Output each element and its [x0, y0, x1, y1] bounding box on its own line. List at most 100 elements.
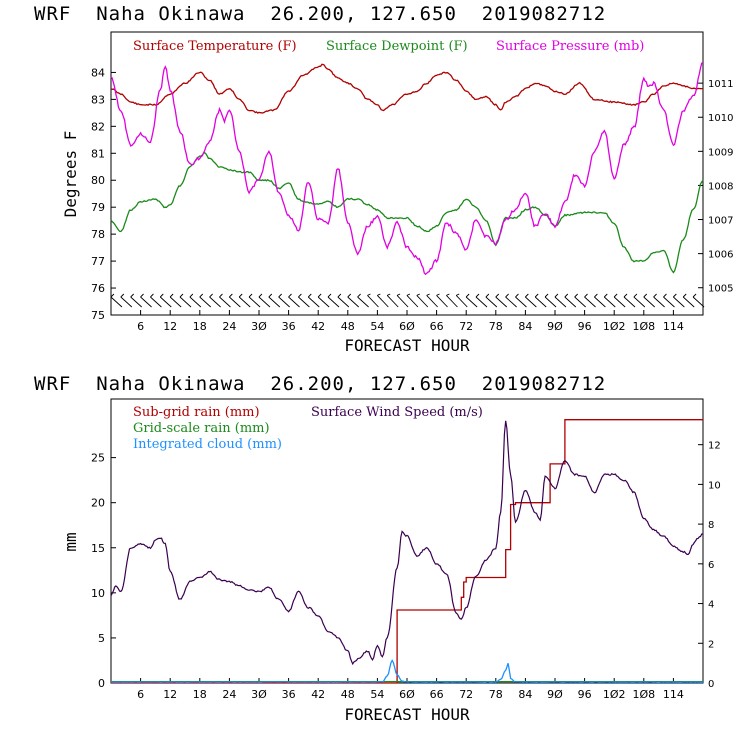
wind-barb: [238, 293, 251, 308]
wind-barb: [525, 293, 537, 308]
y2-tick-label: 1009: [708, 147, 733, 158]
y-tick-label: 20: [91, 497, 105, 510]
x-tick-label: 54: [370, 688, 384, 701]
y-tick-label: 15: [91, 542, 105, 555]
wind-barb: [663, 293, 675, 308]
wind-barb: [584, 293, 596, 308]
wind-barb: [673, 293, 685, 308]
x-tick-label: 1Ø2: [603, 688, 626, 701]
x-tick-label: 114: [663, 320, 684, 333]
y2-tick-label: 1011: [708, 79, 733, 90]
legend-integrated-cloud: Integrated cloud (mm): [133, 437, 282, 452]
x-tick-label: 48: [341, 688, 355, 701]
y2-tick-label: 6: [708, 560, 714, 571]
x-tick-label: 12: [163, 688, 177, 701]
x-tick-label: 114: [663, 688, 684, 701]
wind-barb: [446, 293, 458, 308]
legend-subgrid-rain: Sub-grid rain (mm): [133, 405, 260, 420]
wind-barb: [258, 293, 271, 308]
wind-barb: [288, 293, 300, 308]
x-tick-label: 54: [370, 320, 384, 333]
wind-barb: [367, 293, 379, 308]
temperature-chart: WRF Naha Okinawa 26.200, 127.650 2019082…: [34, 3, 733, 355]
wind-barb: [653, 293, 665, 308]
chart-title-bottom: WRF Naha Okinawa 26.200, 127.650 2019082…: [34, 373, 606, 395]
wind-barb: [564, 293, 577, 308]
y2-tick-label: 10: [708, 480, 721, 491]
y-tick-label: 79: [91, 201, 105, 214]
wind-barb: [140, 293, 152, 308]
dewpoint-series: [110, 151, 704, 274]
y2-tick-label: 12: [708, 441, 721, 452]
wind-barb: [209, 293, 221, 308]
wind-barb: [436, 293, 448, 308]
wind-barb: [465, 293, 478, 308]
x-tick-label: 9Ø: [547, 688, 563, 701]
x-tick-label: 9Ø: [547, 320, 563, 333]
wind-barb: [515, 293, 527, 308]
wind-barb: [120, 293, 133, 308]
x-tick-label: 3Ø: [251, 688, 267, 701]
wind-barb: [505, 293, 517, 308]
y2-tick-label: 1005: [708, 284, 733, 295]
y-axis-left-bottom: 0 5 10 15 20 25: [91, 452, 116, 690]
wind-barb: [613, 293, 626, 308]
wind-barb: [189, 293, 202, 308]
x-axis-label: FORECAST HOUR: [344, 336, 470, 355]
wind-barb: [386, 293, 399, 308]
x-tick-label: 96: [578, 320, 592, 333]
y-tick-label: 82: [91, 120, 105, 133]
x-tick-label: 84: [518, 688, 532, 701]
wind-barb: [347, 293, 360, 308]
x-tick-label: 1Ø2: [603, 320, 626, 333]
temperature-series: [110, 63, 703, 114]
y-tick-label: 75: [91, 309, 105, 322]
wind-barb: [594, 293, 606, 308]
x-tick-label: 6: [137, 320, 144, 333]
wind-barb: [377, 293, 389, 308]
wind-barb: [169, 293, 182, 308]
y-tick-label: 81: [91, 147, 105, 160]
x-tick-label: 36: [282, 320, 296, 333]
x-tick-label: 96: [578, 688, 592, 701]
legend-wind-speed: Surface Wind Speed (m/s): [311, 405, 483, 420]
x-tick-label: 12: [163, 320, 177, 333]
y2-tick-label: 4: [708, 600, 714, 611]
y2-tick-label: 1006: [708, 250, 733, 261]
x-tick-label: 36: [282, 688, 296, 701]
x-tick-label: 1Ø8: [632, 320, 655, 333]
x-tick-label: 66: [430, 320, 444, 333]
x-tick-label: 66: [430, 688, 444, 701]
legend-pressure: Surface Pressure (mb): [496, 39, 644, 54]
wind-barb: [455, 293, 468, 308]
wind-barb: [682, 293, 695, 308]
cloud-series: [111, 659, 704, 683]
x-tick-label: 84: [518, 320, 532, 333]
wind-barb: [623, 293, 636, 308]
y-axis-label: Degrees F: [61, 131, 80, 218]
x-tick-label: 24: [222, 320, 236, 333]
y2-tick-label: 8: [708, 520, 714, 531]
x-tick-label: 3Ø: [251, 320, 267, 333]
wind-barb: [544, 293, 557, 308]
x-tick-label: 42: [311, 320, 325, 333]
wind-barb: [130, 293, 142, 308]
y-axis-left: 75 76 77 78 79 80 81 82 83 84: [91, 66, 116, 322]
wind-barb: [248, 293, 261, 308]
y2-tick-label: 1010: [708, 113, 733, 124]
legend-temperature: Surface Temperature (F): [133, 39, 297, 54]
wind-barb: [643, 293, 656, 308]
wind-barb: [495, 293, 508, 308]
y2-tick-label: 2: [708, 639, 714, 650]
wind-barb: [554, 293, 567, 308]
y-tick-label: 77: [91, 255, 105, 268]
wind-barb: [298, 293, 310, 308]
y2-tick-label: 1007: [708, 216, 733, 227]
x-tick-label: 78: [489, 688, 503, 701]
y-tick-label: 5: [98, 632, 105, 645]
y-axis-right: 1005 1006 1007 1008 1009 1010 1011: [698, 79, 733, 295]
wind-barb: [307, 293, 320, 308]
x-tick-label: 6: [137, 688, 144, 701]
x-axis: 6 12 18 24 3Ø 36 42 48 54 6Ø 66 72 78 84 9Ø 96 1Ø2 1Ø8 114: [137, 310, 684, 333]
